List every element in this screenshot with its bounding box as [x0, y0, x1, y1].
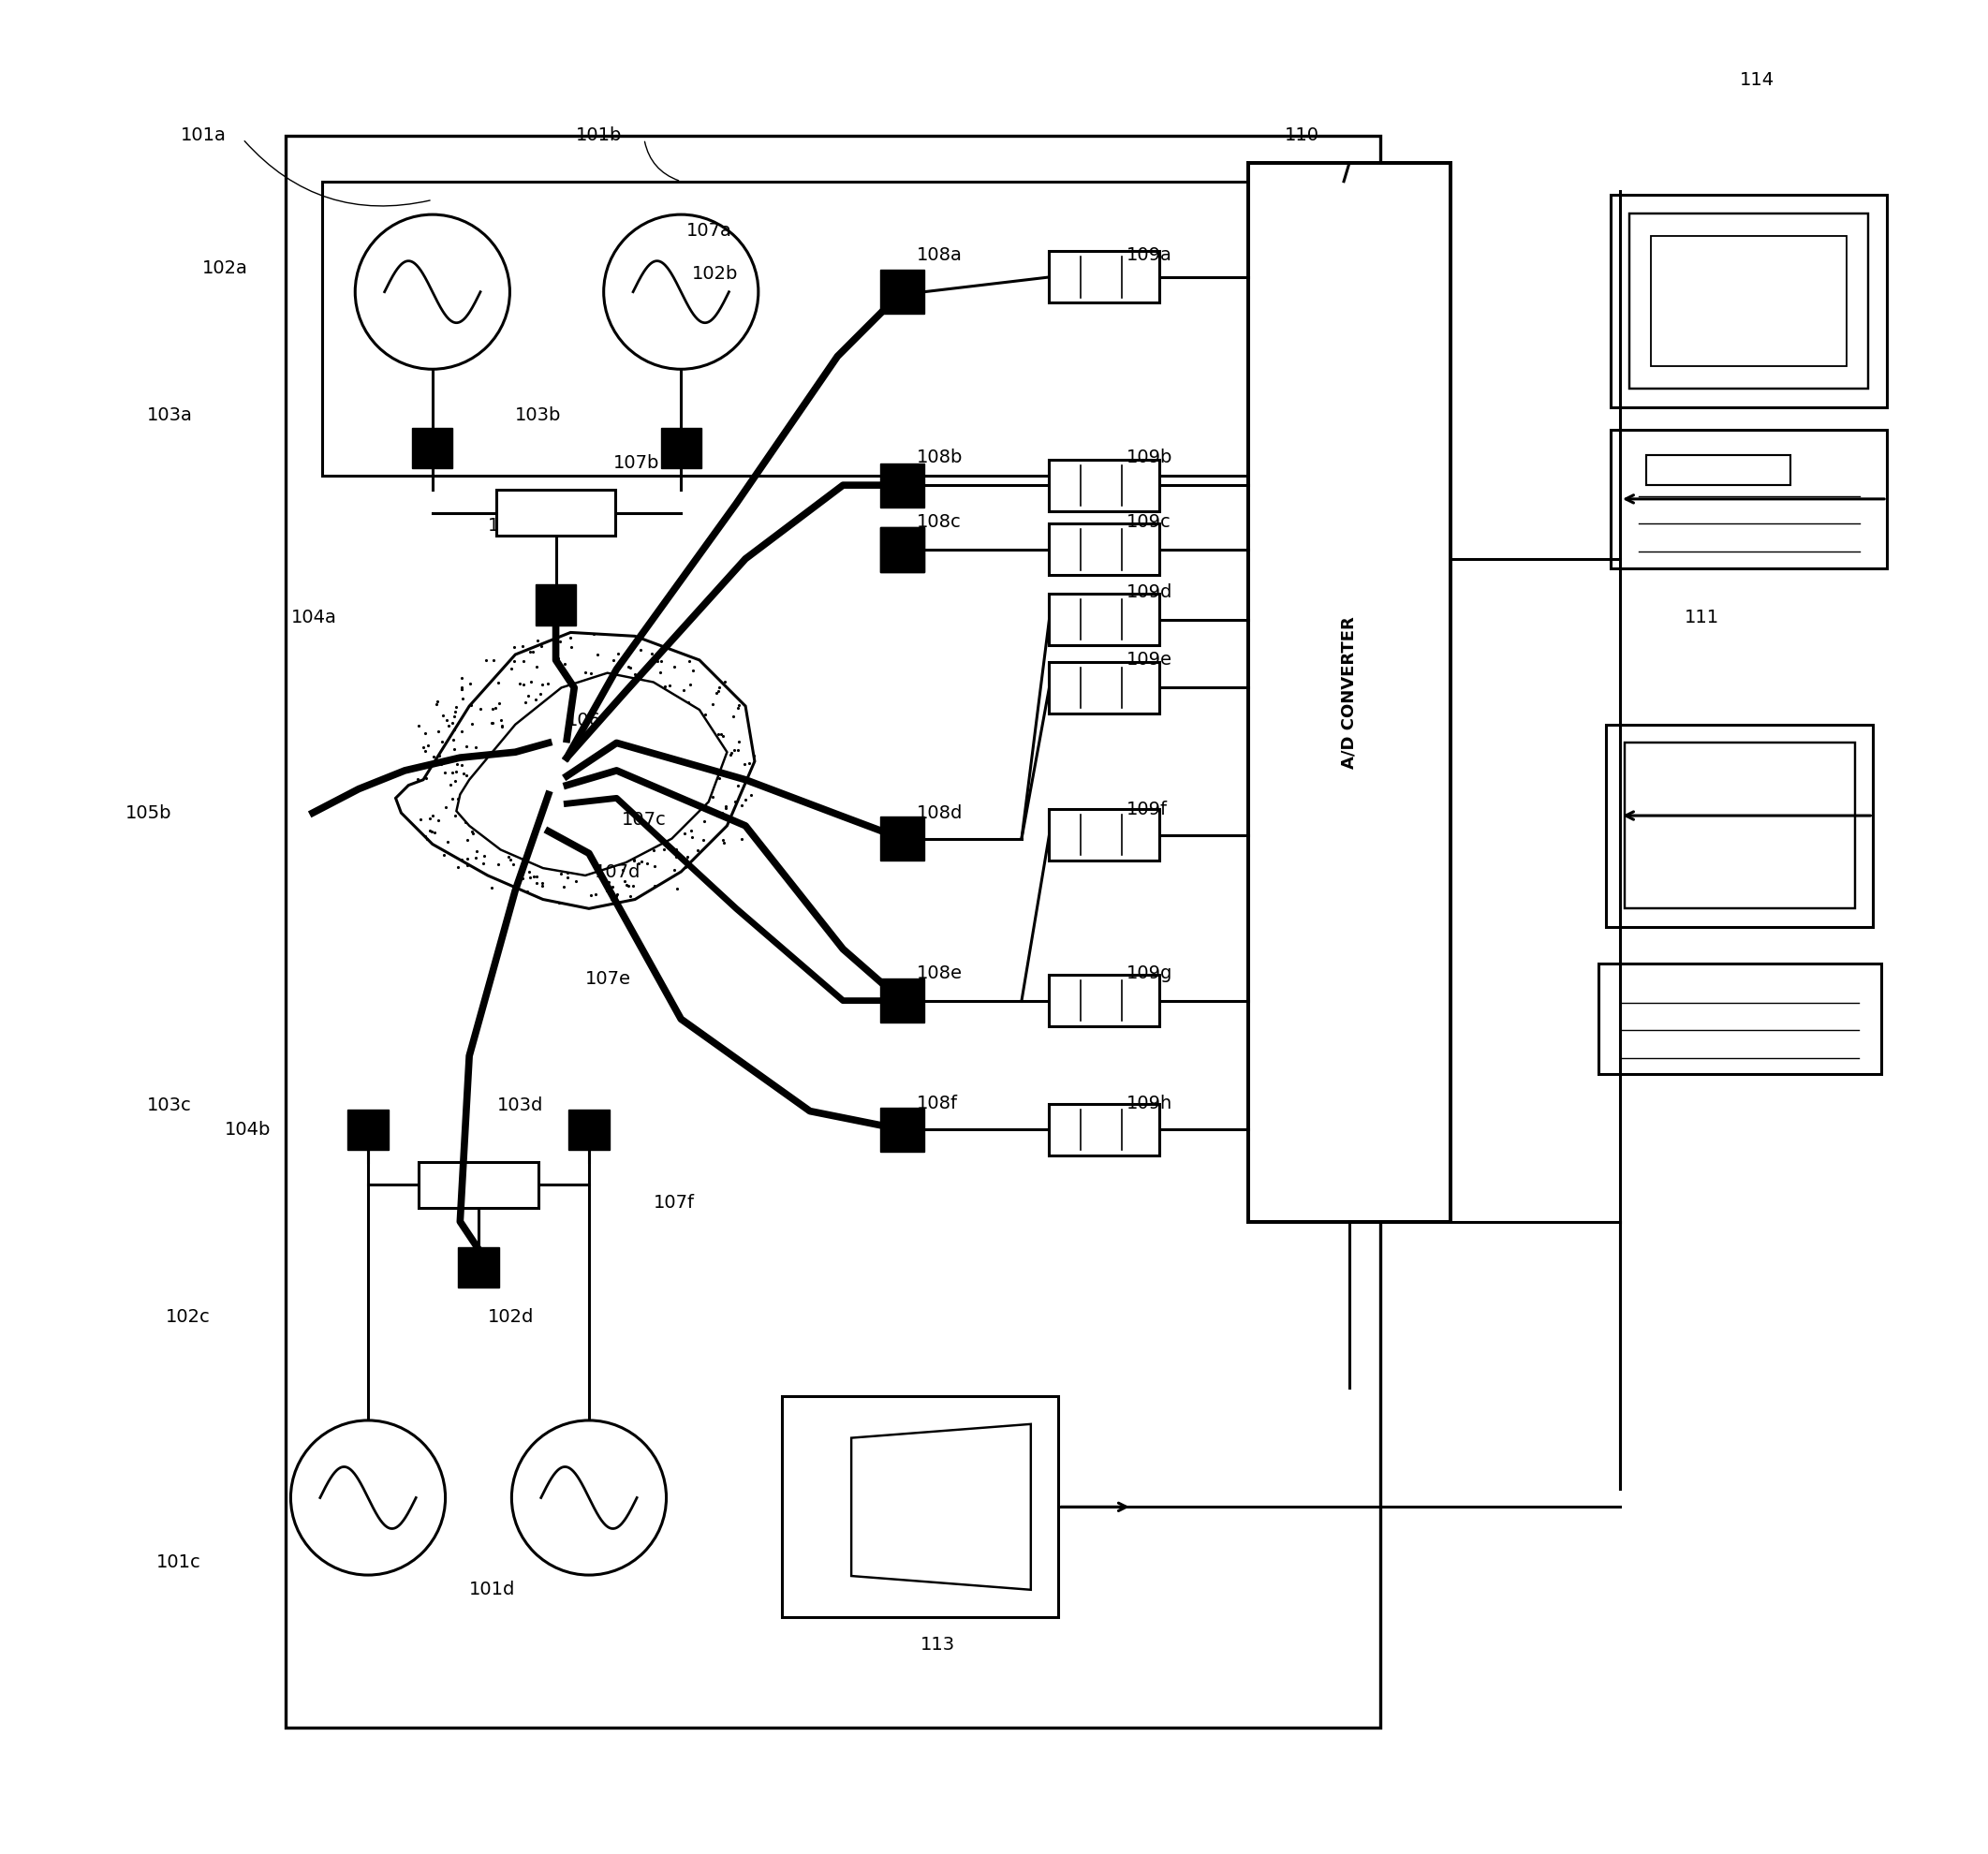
Text: 109c: 109c	[1127, 514, 1171, 530]
Text: 114: 114	[1740, 70, 1775, 89]
Text: 108e: 108e	[916, 964, 962, 983]
Bar	[419, 1162, 539, 1207]
Bar	[1050, 975, 1159, 1027]
Text: 109e: 109e	[1127, 651, 1173, 669]
Text: 105a: 105a	[487, 517, 533, 534]
Text: 103d: 103d	[497, 1098, 543, 1114]
Bar	[1050, 525, 1159, 575]
Circle shape	[290, 1420, 445, 1576]
Bar	[1050, 1103, 1159, 1155]
Bar	[881, 816, 924, 860]
Text: 108a: 108a	[916, 247, 962, 263]
Bar	[1624, 743, 1855, 908]
Text: 111: 111	[1684, 608, 1720, 627]
Text: 108f: 108f	[916, 1096, 958, 1112]
Text: 104b: 104b	[225, 1120, 270, 1138]
Bar	[881, 528, 924, 571]
Circle shape	[511, 1420, 666, 1576]
Bar	[1646, 454, 1791, 486]
Text: 103a: 103a	[147, 406, 193, 425]
Text: 102b: 102b	[692, 265, 738, 282]
Text: 107b: 107b	[612, 454, 660, 473]
Text: A/D CONVERTER: A/D CONVERTER	[1340, 616, 1358, 768]
Text: 107c: 107c	[622, 812, 666, 829]
Text: 101a: 101a	[181, 126, 227, 145]
Text: 108c: 108c	[916, 514, 962, 530]
Text: 110: 110	[1284, 126, 1320, 145]
Bar	[1050, 252, 1159, 302]
Bar	[1598, 964, 1881, 1073]
Text: 109g: 109g	[1127, 964, 1173, 983]
Text: 107a: 107a	[686, 222, 732, 239]
Text: 107e: 107e	[584, 970, 630, 988]
Bar	[569, 1109, 608, 1149]
Bar	[322, 182, 1344, 476]
Text: 106: 106	[567, 712, 602, 730]
Text: 109d: 109d	[1127, 582, 1173, 601]
Bar	[1050, 808, 1159, 860]
Text: 104a: 104a	[290, 608, 336, 627]
Text: 108b: 108b	[916, 449, 962, 467]
Text: 101d: 101d	[469, 1581, 515, 1598]
Bar	[1606, 725, 1873, 927]
Bar	[881, 1107, 924, 1151]
Bar	[881, 464, 924, 508]
Bar	[1652, 235, 1847, 367]
Bar	[660, 428, 702, 469]
Bar	[1248, 163, 1451, 1222]
Text: 113: 113	[920, 1635, 954, 1654]
Text: 102a: 102a	[203, 260, 248, 276]
Bar	[412, 428, 453, 469]
Text: 103c: 103c	[147, 1098, 191, 1114]
Bar	[1610, 430, 1887, 567]
Bar	[535, 584, 577, 625]
Text: 103b: 103b	[515, 406, 561, 425]
Circle shape	[604, 215, 757, 369]
Polygon shape	[457, 673, 728, 875]
Bar	[1050, 460, 1159, 512]
Bar	[881, 979, 924, 1023]
Bar	[781, 1396, 1058, 1617]
Text: 109h: 109h	[1127, 1096, 1173, 1112]
Bar	[348, 1109, 388, 1149]
Bar	[881, 528, 924, 571]
Bar	[1050, 662, 1159, 714]
Bar	[1050, 593, 1159, 645]
Circle shape	[356, 215, 509, 369]
Text: 102c: 102c	[165, 1309, 211, 1326]
Text: 105b: 105b	[125, 805, 171, 821]
Text: 102d: 102d	[487, 1309, 535, 1326]
Text: 101b: 101b	[577, 126, 622, 145]
Bar	[459, 1248, 499, 1289]
Text: 109b: 109b	[1127, 449, 1173, 467]
Text: 107f: 107f	[654, 1194, 694, 1213]
Bar	[284, 135, 1380, 1728]
Bar	[881, 271, 924, 313]
Text: 109a: 109a	[1127, 247, 1173, 263]
Bar	[495, 489, 616, 536]
Polygon shape	[396, 632, 755, 908]
Bar	[1630, 213, 1869, 389]
Text: 107d: 107d	[594, 862, 640, 881]
Bar	[1610, 195, 1887, 406]
Text: 101c: 101c	[157, 1554, 201, 1570]
Text: 108d: 108d	[916, 805, 962, 821]
Text: 109f: 109f	[1127, 801, 1167, 818]
